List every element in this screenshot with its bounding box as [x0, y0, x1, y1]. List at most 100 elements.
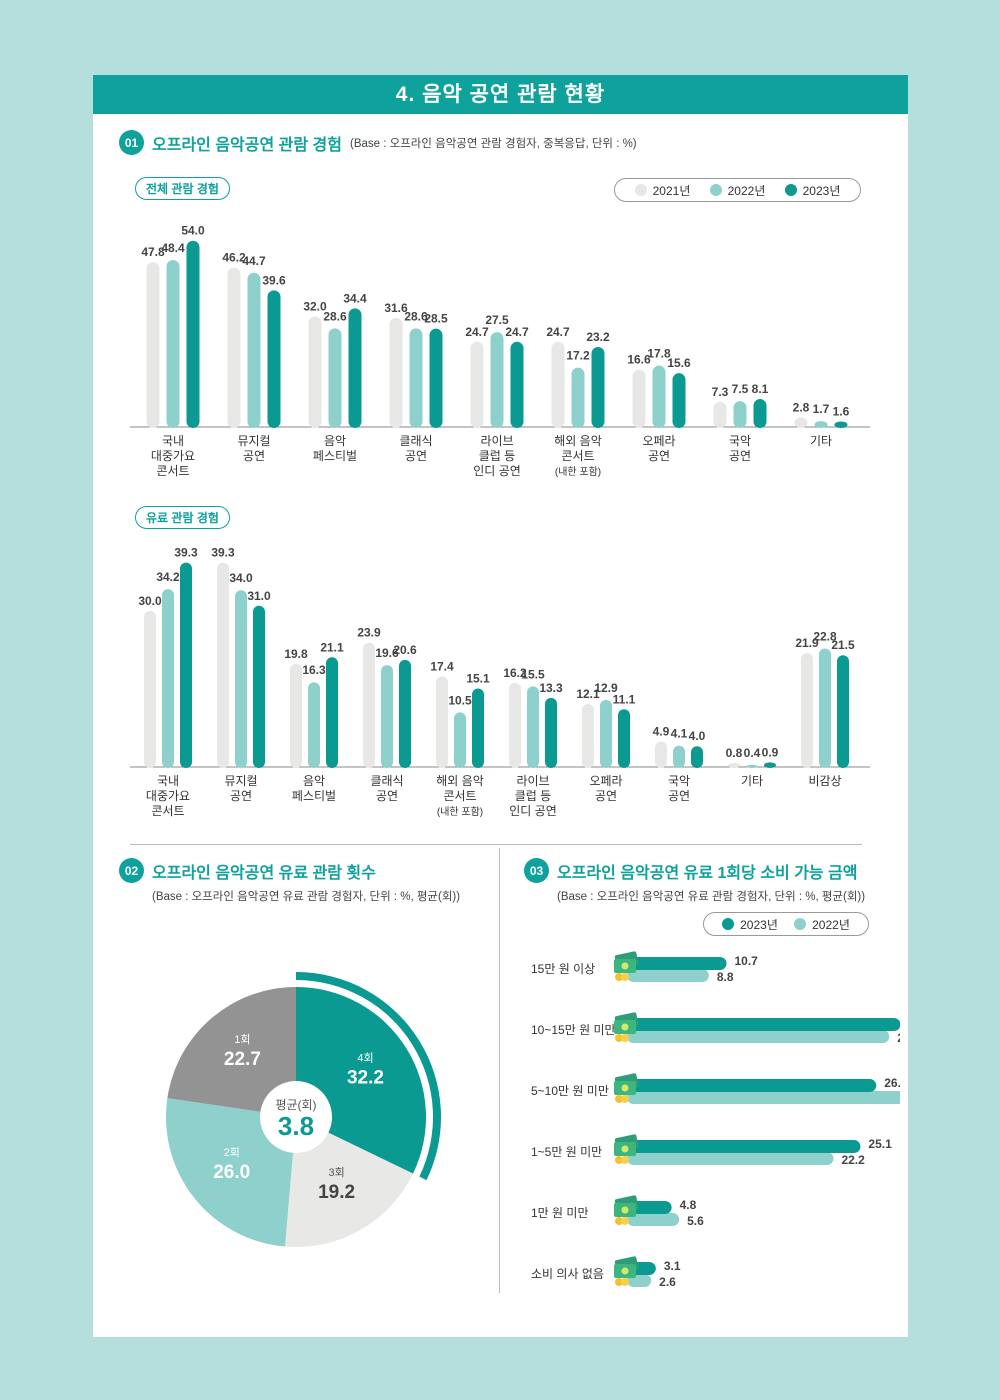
money-icon [614, 1073, 639, 1103]
bar [146, 262, 160, 428]
category-label: 공연 [668, 789, 690, 803]
bar [399, 659, 411, 768]
pie-slice [284, 1117, 414, 1247]
legend-item-2022: 2022년 [709, 182, 766, 199]
data-label-2022: 2.6 [659, 1275, 676, 1289]
money-icon [614, 1195, 639, 1225]
category-label: 공연 [405, 449, 427, 463]
data-label: 4.9 [653, 725, 670, 739]
bar [409, 328, 423, 428]
category-label: 국악 [729, 434, 751, 448]
data-label: 21.1 [320, 640, 344, 654]
data-label: 7.3 [712, 385, 729, 399]
bar [363, 642, 375, 768]
pie-slice [167, 987, 296, 1117]
pill-paid-experience: 유료 관람 경험 [135, 506, 230, 529]
data-label: 24.7 [465, 325, 489, 339]
section3-base-note: (Base : 오프라인 음악공연 유료 관람 경험자, 단위 : %, 평균(… [557, 891, 866, 903]
data-label: 31.0 [247, 589, 271, 603]
legend-label-2022: 2022년 [727, 183, 766, 198]
bar [655, 741, 667, 768]
category-label: 인디 공연 [473, 464, 521, 478]
data-label: 17.8 [647, 347, 671, 361]
highlight-arc [296, 972, 442, 1181]
bar-2022 [627, 969, 709, 982]
slice-label: 3회 [328, 1166, 344, 1179]
section2-number: 02 [119, 858, 144, 883]
data-label: 0.9 [762, 745, 779, 759]
data-label: 13.3 [539, 681, 563, 695]
category-label: (내한 포함) [437, 806, 483, 818]
data-label: 24.7 [546, 325, 570, 339]
legend-spend: 2023년 2022년 [703, 912, 869, 936]
bar-2022 [627, 1213, 680, 1226]
data-label: 4.0 [689, 729, 706, 743]
category-label: 공연 [729, 449, 751, 463]
legend-item-2022-spend: 2022년 [794, 916, 850, 933]
bar [235, 590, 247, 768]
bar [753, 399, 767, 428]
data-label-2023: 25.1 [868, 1137, 892, 1151]
bar-2023 [627, 957, 727, 970]
category-label: 공연 [230, 789, 252, 803]
data-label: 19.8 [284, 647, 308, 661]
category-label: 대중가요 [151, 449, 195, 463]
category-label: 1~5만 원 미만 [531, 1145, 602, 1159]
legend-dot-2022 [709, 184, 722, 196]
bar [227, 267, 241, 428]
legend-item-2021: 2021년 [634, 182, 690, 199]
legend-dot-2023-spend [722, 918, 735, 930]
bar [144, 611, 156, 768]
bar [746, 764, 758, 768]
bar [582, 704, 594, 768]
data-label-2023: 4.8 [680, 1198, 697, 1212]
bar [672, 373, 686, 428]
category-label: 공연 [595, 789, 617, 803]
data-label: 20.6 [393, 643, 417, 657]
section3-heading: 03 오프라인 음악공연 유료 1회당 소비 가능 금액 [524, 858, 858, 883]
legend-label-2023: 2023년 [802, 183, 841, 198]
data-label: 7.5 [732, 382, 749, 396]
slice-value: 19.2 [318, 1182, 355, 1203]
category-label: 국악 [668, 774, 690, 788]
data-label: 1.6 [833, 404, 850, 418]
category-label: 국내 [157, 774, 179, 788]
data-label: 54.0 [181, 224, 205, 238]
category-label: 5~10만 원 미만 [531, 1084, 609, 1098]
page-title: 4. 음악 공연 관람 현황 [93, 75, 908, 114]
legend-item-2023: 2023년 [784, 182, 841, 199]
category-label: 라이브 [480, 434, 513, 448]
data-label: 1.7 [813, 402, 830, 416]
category-label: 페스티벌 [292, 789, 336, 803]
slice-label: 1회 [234, 1033, 250, 1046]
bar [591, 346, 605, 428]
section1-title: 오프라인 음악공연 관람 경험 [152, 136, 342, 154]
center-value: 3.8 [278, 1111, 314, 1141]
category-label: 뮤지컬 [237, 434, 270, 448]
bar [632, 369, 646, 428]
bar-2022 [627, 1152, 834, 1165]
category-label: 클래식 [370, 774, 403, 788]
pie-center [260, 1081, 332, 1153]
bar [381, 665, 393, 768]
category-label: 음악 [303, 774, 325, 788]
bar [436, 676, 448, 768]
bar [326, 657, 338, 768]
bar [551, 341, 565, 428]
bar-2022 [627, 1091, 900, 1104]
bar [764, 762, 776, 768]
data-label: 44.7 [242, 254, 266, 268]
data-label: 27.5 [485, 313, 509, 327]
slice-value: 26.0 [213, 1162, 250, 1183]
section1-heading: 01 오프라인 음악공연 관람 경험 (Base : 오프라인 음악공연 관람 … [119, 130, 637, 155]
category-label: 콘서트 [443, 789, 476, 803]
data-label-2023: 10.7 [735, 954, 759, 968]
section2-heading: 02 오프라인 음악공연 유료 관람 횟수 [119, 858, 376, 883]
data-label: 15.5 [521, 667, 545, 681]
data-label: 39.3 [211, 546, 235, 560]
bar [267, 290, 281, 428]
money-icon [614, 951, 639, 981]
bar [253, 605, 265, 768]
bar [429, 328, 443, 428]
